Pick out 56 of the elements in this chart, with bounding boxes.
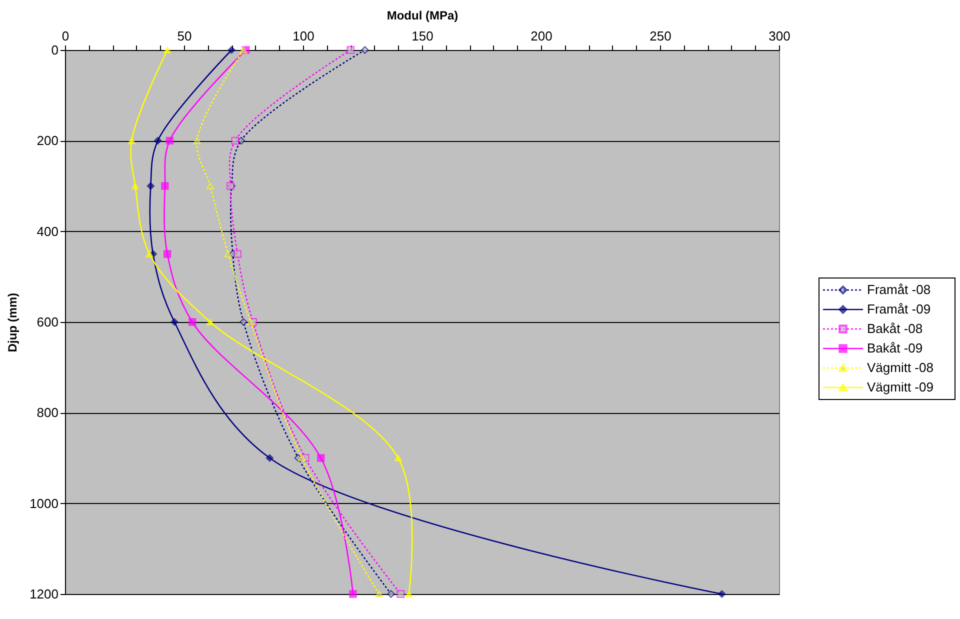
y-tick-label: 200 (36, 133, 58, 148)
point (240, 46, 248, 54)
x-tick-label: 150 (412, 28, 434, 44)
y-tick-label: 600 (36, 314, 58, 330)
point (234, 250, 242, 258)
legend-label: Bakåt -08 (867, 321, 923, 336)
point (405, 590, 413, 598)
point (394, 454, 402, 462)
y-axis-title: Djup (mm) (6, 292, 20, 352)
point (231, 136, 240, 145)
y-tick-label: 800 (36, 405, 58, 420)
point (349, 590, 357, 598)
legend-label: Bakåt -09 (867, 340, 923, 356)
x-axis-title: Modul (MPa) (386, 8, 458, 22)
point (316, 454, 325, 462)
x-tick-label: 50 (177, 28, 192, 44)
point (166, 136, 174, 145)
point (170, 318, 178, 326)
point (206, 318, 214, 326)
point (188, 318, 196, 326)
point (346, 46, 354, 54)
point (224, 250, 232, 258)
x-tick-label: 250 (650, 28, 672, 44)
y-tick-label: 0 (51, 42, 58, 58)
y-tick-label: 400 (36, 224, 58, 239)
point (237, 136, 245, 145)
point (146, 182, 155, 190)
x-tick-label: 200 (530, 28, 552, 44)
y-tick-label: 1000 (30, 496, 58, 511)
point (193, 137, 201, 144)
legend-label: Framåt -09 (867, 302, 931, 316)
x-tick-label: 100 (292, 28, 314, 44)
x-tick-label: 300 (768, 28, 790, 44)
point (298, 454, 306, 462)
point (128, 137, 136, 144)
legend-label: Framåt -08 (867, 282, 931, 297)
point (228, 46, 236, 54)
point (361, 46, 369, 54)
point (246, 318, 254, 326)
legend-label: Vägmitt -08 (867, 360, 934, 375)
point (161, 182, 169, 190)
point (396, 590, 404, 598)
point (146, 250, 154, 258)
point (266, 454, 274, 462)
point (375, 590, 384, 598)
point (718, 590, 726, 598)
point (240, 318, 248, 326)
point (131, 182, 140, 190)
point (163, 250, 172, 258)
y-tick-label: 1200 (30, 586, 58, 602)
point (163, 46, 172, 54)
point (206, 182, 214, 190)
legend-label: Vägmitt -09 (867, 380, 934, 394)
point (387, 590, 395, 598)
x-tick-label: 0 (62, 28, 70, 44)
point (154, 136, 162, 145)
